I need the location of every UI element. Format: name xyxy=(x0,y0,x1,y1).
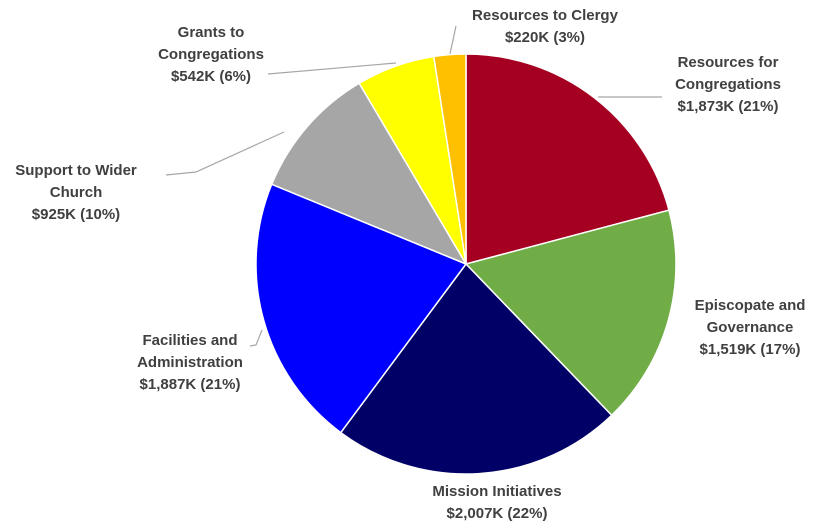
slice-label: Resources for Congregations $1,873K (21%) xyxy=(653,52,803,118)
pie-slice xyxy=(339,262,613,475)
category-name: Facilities and Administration xyxy=(137,332,243,371)
slice-label: Facilities and Administration $1,887K (21… xyxy=(125,330,255,396)
value-label: $1,519K (17%) xyxy=(699,341,801,358)
pie-slice xyxy=(465,53,670,265)
value-label: $220K (3%) xyxy=(504,29,586,46)
slices xyxy=(255,53,677,475)
category-name: Support to Wider Church xyxy=(15,162,137,201)
pie-slice xyxy=(432,53,467,265)
category-name: Episcopate and Governance xyxy=(694,297,806,336)
category-name: Resources for Congregations xyxy=(675,54,781,93)
leader-line xyxy=(249,329,263,347)
category-name: Grants to Congregations xyxy=(158,24,264,63)
slice-label: Mission Initiatives $2,007K (22%) xyxy=(367,481,627,525)
slice-label: Episcopate and Governance $1,519K (17%) xyxy=(680,295,820,361)
value-label: $1,887K (21%) xyxy=(139,376,241,393)
leader-line xyxy=(267,62,397,75)
slice-label: Resources to Clergy $220K (3%) xyxy=(415,5,675,49)
pie-slice xyxy=(270,82,468,266)
category-name: Resources to Clergy xyxy=(472,7,618,24)
slice-label: Support to Wider Church $925K (10%) xyxy=(1,160,151,226)
value-label: $542K (6%) xyxy=(170,68,252,85)
pie-slice xyxy=(255,183,468,434)
pie-slice xyxy=(464,209,677,417)
value-label: $2,007K (22%) xyxy=(446,505,548,522)
value-label: $1,873K (21%) xyxy=(677,98,779,115)
value-label: $925K (10%) xyxy=(31,206,121,223)
leader-line xyxy=(449,25,457,55)
leader-line xyxy=(165,131,285,176)
category-name: Mission Initiatives xyxy=(432,483,562,500)
slice-label: Grants to Congregations $542K (6%) xyxy=(151,22,271,88)
